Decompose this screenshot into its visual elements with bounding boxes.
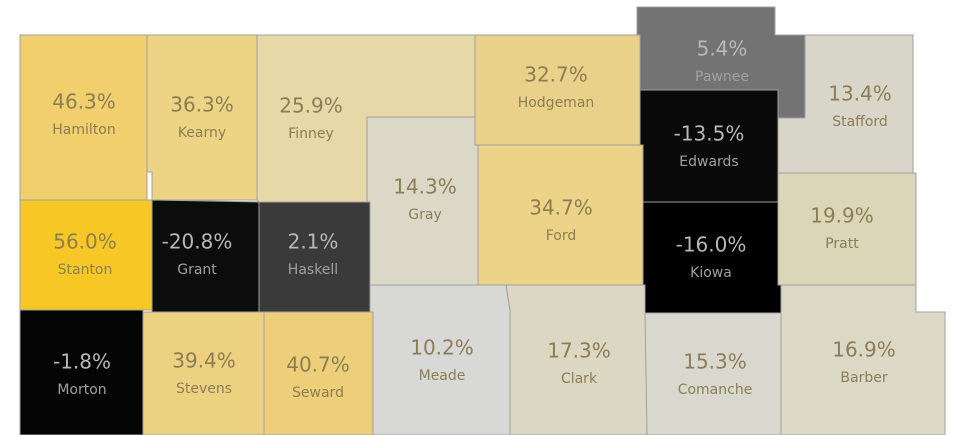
county-name: Stevens [176, 381, 232, 397]
county [639, 89, 779, 203]
county-name: Finney [288, 126, 334, 142]
county [644, 312, 782, 435]
county [474, 34, 641, 146]
county-name: Stanton [58, 262, 113, 278]
county-value: 14.3% [393, 175, 457, 199]
county [780, 284, 946, 435]
county-name: Barber [840, 370, 887, 386]
county-value: 40.7% [286, 353, 350, 377]
county-name: Haskell [288, 262, 338, 278]
county [263, 311, 374, 435]
county-value: 19.9% [810, 204, 874, 228]
county-value: 39.4% [172, 349, 236, 373]
county-value: 36.3% [170, 93, 234, 117]
county-value: 34.7% [529, 196, 593, 220]
county-value: 17.3% [547, 339, 611, 363]
county-name: Meade [419, 368, 466, 384]
county-value: 46.3% [52, 90, 116, 114]
county-value: 56.0% [53, 230, 117, 254]
county [369, 284, 511, 435]
county-value: -20.8% [162, 230, 233, 254]
county-name: Seward [292, 385, 344, 401]
county-value: 10.2% [410, 336, 474, 360]
county-name: Gray [408, 207, 441, 223]
county-value: 5.4% [697, 37, 748, 61]
county-value: -1.8% [53, 350, 111, 374]
county [777, 172, 917, 286]
county-name: Kearny [178, 125, 226, 141]
county-name: Pratt [825, 236, 859, 252]
county [258, 201, 371, 313]
county-value: 13.4% [828, 82, 892, 106]
county [19, 199, 153, 311]
county-value: 15.3% [683, 350, 747, 374]
county [19, 34, 148, 201]
county-value: 2.1% [288, 230, 339, 254]
county-name: Stafford [832, 114, 888, 130]
county-name: Grant [177, 262, 217, 278]
county-name: Edwards [679, 154, 738, 170]
county-value: -13.5% [674, 122, 745, 146]
county [151, 199, 260, 313]
county [366, 116, 479, 286]
county-name: Kiowa [690, 265, 732, 281]
county [146, 34, 258, 201]
county-name: Pawnee [695, 69, 749, 85]
county-value: 16.9% [832, 338, 896, 362]
county-name: Hamilton [52, 122, 115, 138]
county-name: Hodgeman [518, 95, 595, 111]
county [642, 201, 782, 314]
county-value: -16.0% [676, 233, 747, 257]
county-value: 25.9% [279, 94, 343, 118]
county-name: Clark [561, 371, 598, 387]
county-name: Comanche [678, 382, 753, 398]
county [19, 309, 144, 435]
county-name: Morton [57, 382, 106, 398]
county-value: 32.7% [524, 63, 588, 87]
county [142, 311, 265, 435]
county-name: Ford [546, 228, 577, 244]
